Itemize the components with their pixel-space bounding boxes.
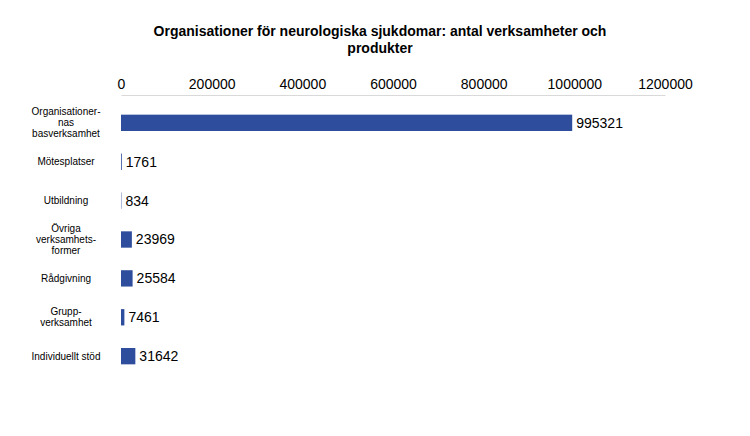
x-tick: 200000 [189, 76, 236, 95]
y-tick-label: Individuellt stöd [32, 351, 101, 362]
x-tick-label: 1000000 [548, 76, 603, 92]
y-tick-label: Övrigaverksamhets-former [36, 223, 96, 256]
data-label: 25584 [137, 270, 176, 286]
bar [121, 270, 133, 286]
data-label: 23969 [136, 231, 175, 247]
bar [121, 231, 132, 247]
y-tick: Individuellt stöd [32, 351, 121, 362]
bar [121, 154, 122, 170]
x-tick-label: 0 [118, 76, 126, 92]
y-tick: Grupp-verksamhet [40, 306, 121, 328]
x-tick: 0 [118, 76, 126, 95]
y-tick: Organisationer-nasbasverksamhet [32, 106, 121, 139]
y-tick-label: Organisationer-nasbasverksamhet [32, 106, 101, 139]
data-label: 31642 [139, 348, 178, 364]
x-tick: 1000000 [548, 76, 603, 95]
x-tick: 1200000 [638, 76, 693, 95]
x-tick-label: 200000 [189, 76, 236, 92]
data-label: 834 [125, 193, 149, 209]
bars [121, 115, 572, 365]
chart: Organisationer för neurologiska sjukdoma… [0, 0, 750, 436]
bar [121, 309, 124, 325]
y-tick-label: Utbildning [44, 195, 88, 206]
y-axis: Organisationer-nasbasverksamhet Mötesplat… [32, 104, 122, 377]
x-tick: 800000 [461, 76, 508, 95]
data-labels: 995321 1761 834 23969 25584 7461 31642 [125, 115, 623, 364]
bar [121, 115, 572, 131]
x-tick-label: 1200000 [638, 76, 693, 92]
x-tick-label: 600000 [370, 76, 417, 92]
x-axis-line [122, 95, 666, 96]
data-label: 1761 [126, 154, 157, 170]
x-axis: 0 200000 400000 600000 800000 1000000 1200000 [118, 76, 693, 96]
title: Organisationer för neurologiska sjukdoma… [154, 23, 607, 56]
y-tick-label: Rådgivning [41, 273, 91, 284]
data-label: 995321 [576, 115, 623, 131]
plot: 0 200000 400000 600000 800000 1000000 1200000 O… [32, 76, 693, 377]
y-tick: Rådgivning [41, 273, 121, 284]
data-label: 7461 [128, 309, 159, 325]
x-tick-label: 400000 [279, 76, 326, 92]
x-tick-label: 800000 [461, 76, 508, 92]
y-tick-label: Grupp-verksamhet [40, 306, 92, 328]
y-tick: Utbildning [44, 195, 121, 206]
y-tick-label: Mötesplatser [37, 156, 95, 167]
x-tick: 400000 [279, 76, 326, 95]
bar [121, 348, 135, 364]
y-tick: Övrigaverksamhets-former [36, 223, 121, 256]
y-tick: Mötesplatser [37, 156, 121, 167]
bar [121, 192, 122, 208]
x-tick: 600000 [370, 76, 417, 95]
